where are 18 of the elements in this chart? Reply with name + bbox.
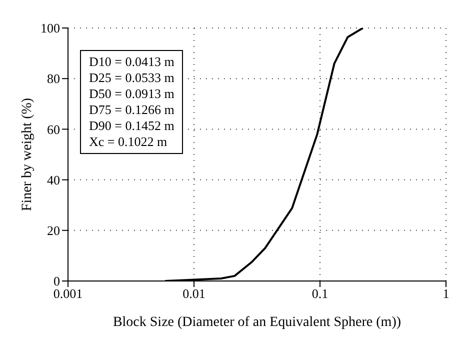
x-tick-label: 0.01: [182, 286, 206, 302]
y-tick-label: 40: [47, 172, 60, 188]
x-tick-label: 1: [442, 286, 450, 302]
y-tick-label: 80: [47, 71, 60, 86]
annotation: D25 = 0.0533 m: [89, 70, 174, 86]
y-tick-label: 0: [54, 274, 60, 289]
y-tick-label: 20: [47, 223, 60, 238]
x-tick-label: 0.1: [312, 286, 328, 302]
annotation: D50 = 0.0913 m: [89, 86, 174, 102]
annotation: Xc = 0.1022 m: [89, 134, 168, 150]
y-tick-label: 60: [47, 122, 60, 137]
y-tick-label: 100: [40, 20, 60, 36]
annotation: D10 = 0.0413 m: [89, 54, 174, 70]
annotation: D75 = 0.1266 m: [89, 102, 174, 118]
x-tick-label: 0.001: [53, 286, 83, 302]
annotation: D90 = 0.1452 m: [89, 118, 174, 134]
y-axis-title: Finer by weight (%): [20, 98, 35, 212]
x-axis-title: Block Size (Diameter of an Equivalent Sphere (m)): [112, 315, 402, 330]
